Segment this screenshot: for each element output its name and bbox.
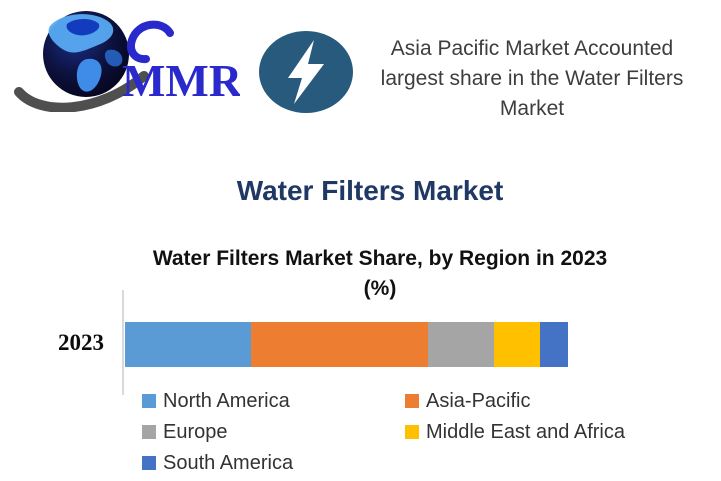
legend-item-label: Middle East and Africa: [426, 420, 625, 443]
legend-marker-icon: [405, 425, 419, 439]
lightning-icon: [259, 31, 353, 113]
legend-item-south-america: South America: [142, 452, 293, 474]
legend-marker-icon: [142, 394, 156, 408]
legend-marker-icon: [405, 394, 419, 408]
bar-segment-middle-east-and-africa: [493, 322, 540, 367]
legend-item-label: North America: [163, 389, 290, 412]
bar-segment-south-america: [539, 322, 568, 367]
legend-item-north-america: North America: [142, 390, 290, 412]
legend-marker-icon: [142, 425, 156, 439]
bar-segment-north-america: [125, 322, 252, 367]
legend-item-europe: Europe: [142, 421, 228, 443]
stacked-bar: [125, 322, 568, 367]
bar-segment-asia-pacific: [251, 322, 428, 367]
page-title: Water Filters Market: [236, 175, 504, 206]
legend-item-label: Asia-Pacific: [426, 389, 531, 412]
mmr-logo: MMR: [14, 11, 240, 112]
logo-swoosh-gray: [14, 71, 149, 112]
legend-marker-icon: [142, 456, 156, 470]
legend-item-asia-pacific: Asia-Pacific: [405, 390, 530, 412]
header-highlight-text: Asia Pacific Market Accounted largest sh…: [348, 34, 716, 124]
legend-item-middle-east-and-africa: Middle East and Africa: [405, 421, 625, 443]
chart-title-line-2: (%): [363, 277, 397, 300]
bar-category-label: 2023: [58, 330, 104, 355]
legend-item-label: South America: [163, 451, 294, 474]
mmr-wordmark: MMR: [122, 55, 240, 106]
y-axis-line: [122, 290, 124, 395]
legend-item-label: Europe: [163, 420, 228, 443]
highlight-line-2: largest share in the Water Filters: [380, 67, 684, 90]
globe-icon: [43, 11, 129, 97]
chart-title: Water Filters Market Share, by Region in…: [30, 244, 721, 304]
highlight-line-3: Market: [499, 97, 565, 120]
highlight-line-1: Asia Pacific Market Accounted: [390, 37, 674, 60]
logo-swoosh-blue: [127, 20, 174, 64]
chart-title-line-1: Water Filters Market Share, by Region in…: [152, 247, 608, 270]
bar-segment-europe: [427, 322, 494, 367]
